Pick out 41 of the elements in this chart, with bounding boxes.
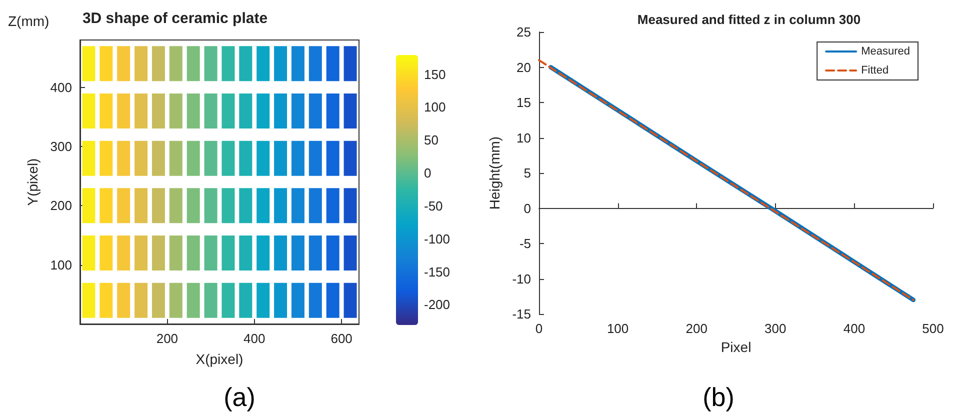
x-axis-title: X(pixel) [196, 351, 244, 367]
y-tick-label: 10 [516, 130, 531, 146]
color-bar-label: -150 [424, 264, 450, 280]
color-bar-label: -200 [424, 297, 450, 312]
chart-title: 3D shape of ceramic plate [82, 10, 268, 27]
x-axis-title: Pixel [720, 338, 752, 355]
y-tick-label: 300 [50, 139, 72, 154]
chart-title: Measured and fitted z in column 300 [637, 12, 861, 27]
y-tick-label: -5 [519, 236, 531, 251]
text: (a) [224, 382, 256, 412]
y-tick-label: -10 [512, 271, 531, 286]
legend-label: Measured [861, 46, 910, 58]
x-tick-label: 200 [686, 321, 708, 336]
x-tick-label: 400 [244, 331, 266, 346]
y-tick-label: 0 [524, 200, 531, 216]
y-tick-label: -15 [512, 306, 531, 322]
y-tick-label: 25 [516, 24, 531, 40]
y-tick-label: 100 [50, 257, 72, 272]
y-axis-title: Y(pixel) [24, 158, 40, 206]
text: (b) [702, 382, 734, 412]
x-tick-label: 100 [606, 321, 629, 336]
color-bar-label: -50 [424, 198, 443, 214]
y-tick-label: 200 [50, 198, 72, 214]
color-bar-label: 100 [424, 100, 446, 115]
x-tick-label: 500 [922, 321, 944, 336]
y-tick-label: 5 [524, 166, 531, 180]
x-tick-label: 300 [764, 321, 786, 336]
color-bar-label: 150 [424, 66, 446, 82]
legend-label: Fitted [861, 64, 889, 76]
color-bar-label: 50 [424, 132, 438, 148]
y-axis-title: Height(mm) [486, 136, 502, 210]
text: Z(mm) [8, 13, 50, 29]
y-tick-label: 15 [516, 95, 531, 110]
color-bar-label: -100 [424, 231, 450, 246]
x-tick-label: 400 [843, 321, 866, 336]
x-tick-label: 600 [330, 331, 352, 346]
x-tick-label: 200 [156, 331, 178, 346]
x-tick-label: 0 [535, 321, 543, 336]
y-tick-label: 20 [516, 60, 531, 75]
y-tick-label: 400 [50, 80, 72, 95]
color-bar-label: 0 [424, 166, 432, 181]
